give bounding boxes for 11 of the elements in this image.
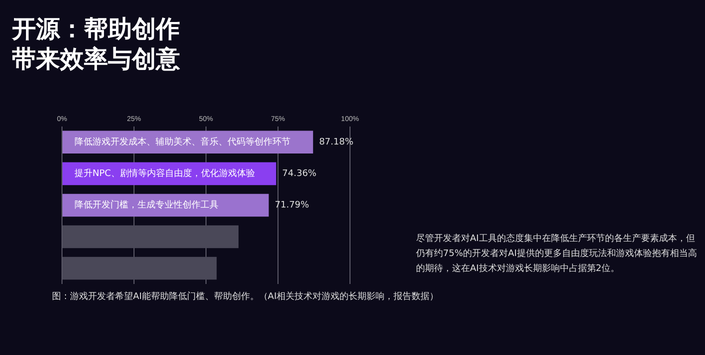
y-tick-label: 降低开发门槛，生成专业性创作工具	[74, 200, 218, 211]
bar	[62, 225, 239, 248]
y-tick-label: 提升NPC、剧情等内容自由度，优化游戏体验	[74, 168, 255, 180]
bar	[62, 256, 217, 280]
text: 尽管开发者对AI工具的态度集中在降低生产环节的各生产要素成本，但仍有约75%的开发者对AI提供的更多自由度玩法和游戏体验抱有相当高的期待，这在AI技术对游戏长期影响中占据第2位。	[416, 232, 698, 276]
y-tick-label: 降低游戏开发成本、辅助美术、音乐、代码等创作环节	[74, 136, 290, 148]
text: 图：游戏开发者希望AI能帮助降低门槛、帮助创作。（AI相关技术对游戏的长期影响，报告数据）	[52, 290, 439, 303]
data-label: 87.18%	[319, 138, 354, 148]
data-label: 71.79%	[274, 200, 310, 211]
chart-title: 开源：帮助创作带来效率与创意	[12, 14, 181, 74]
data-label: 74.36%	[282, 169, 317, 180]
